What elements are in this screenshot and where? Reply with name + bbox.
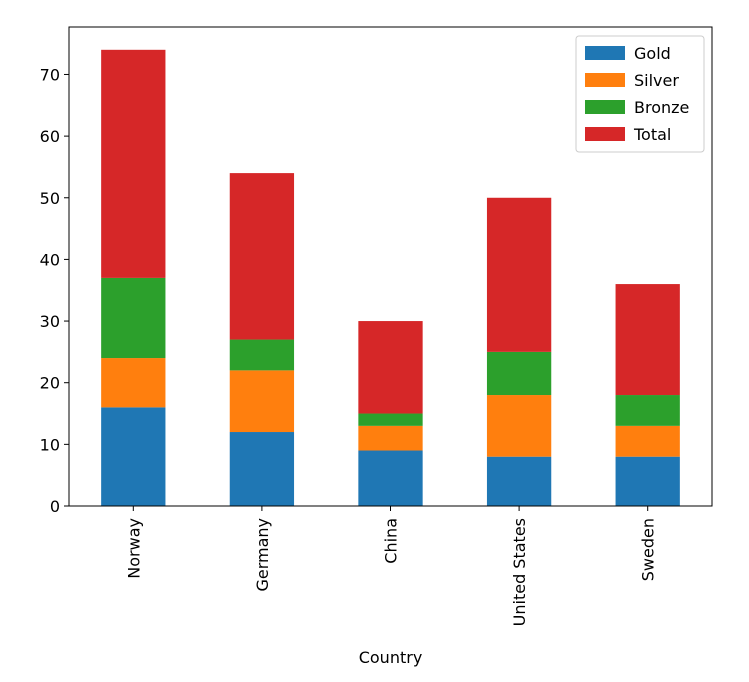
y-tick-label: 70 (40, 65, 60, 84)
bar-bronze-sweden (615, 395, 680, 426)
bar-gold-germany (229, 432, 295, 506)
y-tick-label: 60 (40, 127, 60, 146)
bar-gold-norway (101, 407, 166, 506)
bar-gold-sweden (615, 456, 680, 506)
y-tick-label: 30 (40, 312, 60, 331)
x-axis: Norway Germany China United States Sweden (124, 506, 658, 626)
bar-silver-united-states (486, 395, 552, 457)
y-tick-label: 10 (40, 435, 60, 454)
legend-label-bronze: Bronze (634, 98, 689, 117)
bar-gold-china (358, 450, 423, 506)
legend-swatch-gold (585, 46, 625, 60)
bar-silver-sweden (615, 425, 680, 457)
legend: Gold Silver Bronze Total (575, 35, 705, 153)
y-tick-label: 0 (50, 497, 60, 516)
legend-swatch-bronze (585, 100, 625, 114)
bar-total-sweden (615, 284, 680, 396)
bar-total-united-states (486, 197, 552, 352)
bar-bronze-china (358, 413, 423, 426)
bars-group (101, 49, 680, 506)
y-tick-label: 20 (40, 374, 60, 393)
legend-box (575, 35, 705, 153)
bar-total-china (358, 321, 423, 414)
bar-total-norway (101, 49, 166, 278)
x-tick-label: China (382, 518, 401, 564)
legend-swatch-total (585, 127, 625, 141)
bar-bronze-united-states (486, 351, 552, 396)
bar-silver-norway (101, 358, 166, 408)
plot-frame (68, 26, 713, 507)
legend-swatch-silver (585, 73, 625, 87)
y-axis: 0 10 20 30 40 50 60 70 (40, 65, 69, 516)
x-tick-label: Norway (124, 518, 143, 579)
legend-label-total: Total (633, 125, 671, 144)
x-axis-title: Country (359, 648, 423, 667)
y-tick-label: 50 (40, 189, 60, 208)
legend-label-silver: Silver (634, 71, 679, 90)
legend-label-gold: Gold (634, 44, 671, 63)
bar-bronze-germany (229, 339, 295, 371)
bar-total-germany (229, 173, 295, 340)
x-tick-label: Sweden (639, 518, 658, 581)
x-tick-label: Germany (253, 518, 272, 592)
bar-gold-united-states (486, 456, 552, 506)
y-tick-label: 40 (40, 250, 60, 269)
bar-bronze-norway (101, 277, 166, 359)
x-tick-label: United States (510, 518, 529, 626)
bar-silver-germany (229, 370, 295, 433)
bar-silver-china (358, 425, 423, 451)
